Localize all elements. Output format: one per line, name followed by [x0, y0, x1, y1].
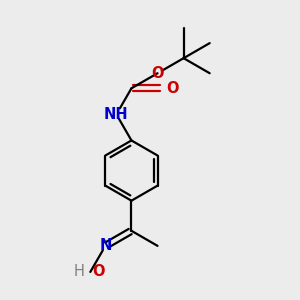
Text: H: H	[74, 264, 84, 279]
Text: O: O	[151, 66, 164, 81]
Text: NH: NH	[104, 107, 129, 122]
Text: N: N	[99, 238, 112, 253]
Text: O: O	[167, 81, 179, 96]
Text: O: O	[92, 264, 105, 279]
